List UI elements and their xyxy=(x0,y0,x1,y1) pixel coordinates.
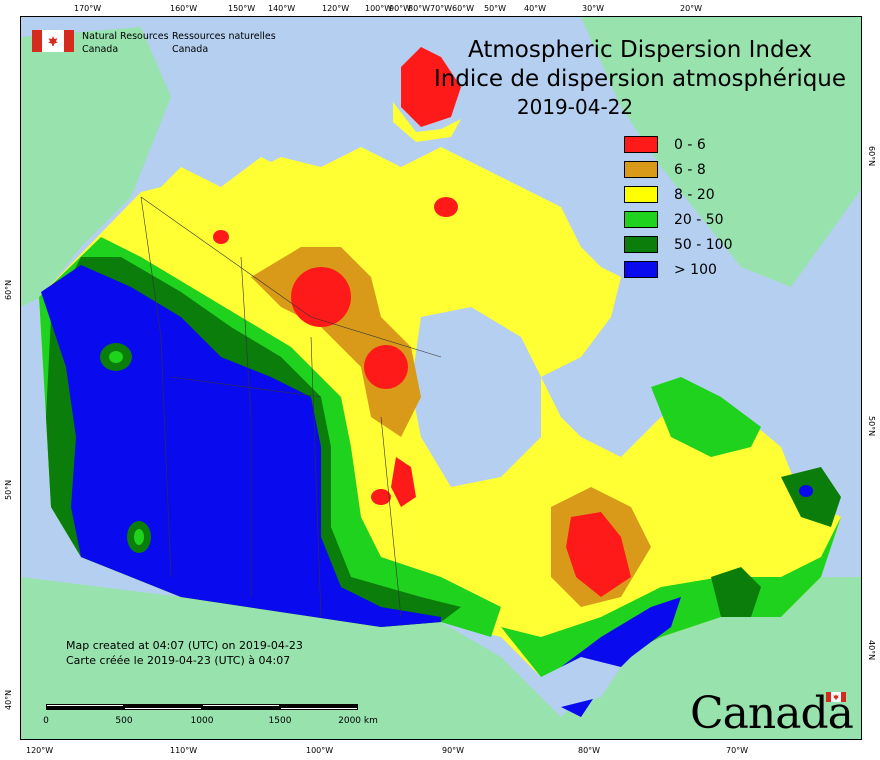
legend-item: 8 - 20 xyxy=(624,182,744,207)
tick-top-lab-4: 120°W xyxy=(322,4,350,13)
zone-blue-nfld xyxy=(799,485,813,497)
agency-en-line1: Natural Resources xyxy=(82,31,169,42)
scale-label: 0 xyxy=(43,716,49,726)
hudson-bay xyxy=(411,307,541,487)
tick-top-lab-8: 70°W xyxy=(430,4,453,13)
tick-right-2: 40°N xyxy=(867,640,876,661)
scale-segment xyxy=(280,704,358,707)
map-title-block: Atmospheric Dispersion Index Indice de d… xyxy=(420,36,860,120)
tick-bottom-2: 100°W xyxy=(306,746,334,755)
creation-timestamp: Map created at 04:07 (UTC) on 2019-04-23… xyxy=(66,638,303,668)
scale-segment xyxy=(46,707,124,710)
greenland-land xyxy=(581,17,861,287)
tick-top-lab-0: 170°W xyxy=(74,4,102,13)
agency-name-en: Natural Resources Canada xyxy=(82,30,169,56)
scale-segment xyxy=(46,704,124,707)
agency-en-line2: Canada xyxy=(82,44,119,55)
legend-swatch xyxy=(624,236,658,253)
legend-item: 6 - 8 xyxy=(624,157,744,182)
zone-green-labrador xyxy=(651,377,761,457)
tick-bottom-0: 120°W xyxy=(26,746,54,755)
zone-red-quebec xyxy=(566,512,631,597)
tick-top-lab-13: 20°W xyxy=(680,4,703,13)
tick-left-1: 50°N xyxy=(4,479,13,500)
zone-red-hudson-west xyxy=(391,457,416,507)
scale-segment xyxy=(124,707,202,710)
map-legend: 0 - 6 6 - 8 8 - 20 20 - 50 50 - 100 > 100 xyxy=(624,132,744,282)
legend-swatch xyxy=(624,161,658,178)
tick-bottom-3: 90°W xyxy=(442,746,465,755)
scale-label: 1000 xyxy=(190,716,214,726)
tick-left-2: 40°N xyxy=(4,689,13,710)
tick-top-lab-10: 50°W xyxy=(484,4,507,13)
legend-item: > 100 xyxy=(624,257,744,282)
zone-red-baffin xyxy=(434,197,458,217)
legend-item: 50 - 100 xyxy=(624,232,744,257)
zone-red-keewatin xyxy=(291,267,351,327)
zone-red-ont xyxy=(371,489,391,505)
usa-land xyxy=(21,577,861,739)
legend-swatch xyxy=(624,136,658,153)
legend-label: 8 - 20 xyxy=(674,186,715,203)
great-lakes xyxy=(541,657,621,707)
canada-flag-icon xyxy=(32,30,74,52)
map-title-en: Atmospheric Dispersion Index xyxy=(468,37,812,63)
tick-top-lab-12: 30°W xyxy=(582,4,605,13)
map-canvas[interactable] xyxy=(21,17,862,740)
zone-red-west xyxy=(213,230,229,244)
tick-right-1: 50°N xyxy=(867,416,876,437)
baffin-island xyxy=(441,197,611,337)
ellesmere-edge xyxy=(393,102,461,142)
zone-red-nunavut xyxy=(364,345,408,389)
zone-darkgreen-nfld xyxy=(781,467,841,527)
tick-top-lab-1: 160°W xyxy=(170,4,198,13)
wordmark-flag-icon xyxy=(826,692,846,702)
scale-bar: 0 500 1000 1500 2000 km xyxy=(43,704,378,726)
legend-item: 20 - 50 xyxy=(624,207,744,232)
scale-label: 1500 xyxy=(268,716,292,726)
tick-bottom-1: 110°W xyxy=(170,746,198,755)
agency-fr-line2: Canada xyxy=(172,44,209,55)
legend-label: > 100 xyxy=(674,261,717,278)
tick-top-lab-5: 100°W xyxy=(365,4,393,13)
created-en: Map created at 04:07 (UTC) on 2019-04-23 xyxy=(66,639,303,652)
alaska-land xyxy=(21,27,171,307)
scale-label: 500 xyxy=(115,716,133,726)
legend-label: 6 - 8 xyxy=(674,161,706,178)
tick-top-lab-6: 90°W xyxy=(389,4,412,13)
tick-right-0: 60°N xyxy=(867,146,876,167)
tick-top-lab-9: 60°W xyxy=(452,4,475,13)
scale-segment xyxy=(202,704,280,707)
legend-swatch xyxy=(624,186,658,203)
tick-top-lab-7: 80°W xyxy=(408,4,431,13)
dispersion-map[interactable]: 170°W 160°W 150°W 140°W 120°W 100°W 90°W… xyxy=(20,16,862,740)
zone-green-yukon-core xyxy=(109,351,123,363)
map-title-fr: Indice de dispersion atmosphérique xyxy=(433,66,847,92)
ellesmere-red xyxy=(401,47,461,127)
scale-label: 2000 km xyxy=(338,716,378,726)
tick-left-0: 60°N xyxy=(4,279,13,300)
province-borders xyxy=(140,196,442,618)
created-fr: Carte créée le 2019-04-23 (UTC) à 04:07 xyxy=(66,654,291,667)
zone-darkgreen-maritimes xyxy=(711,567,761,617)
map-date: 2019-04-22 xyxy=(516,95,634,119)
tick-top-lab-2: 150°W xyxy=(228,4,256,13)
tick-bottom-4: 80°W xyxy=(578,746,601,755)
agency-fr-line1: Ressources naturelles xyxy=(172,31,276,42)
legend-label: 20 - 50 xyxy=(674,211,724,228)
tick-bottom-5: 70°W xyxy=(726,746,749,755)
zone-green-bc-core xyxy=(134,529,144,545)
agency-name-fr: Ressources naturelles Canada xyxy=(172,30,276,56)
scale-segment xyxy=(280,707,358,710)
scale-segment xyxy=(202,707,280,710)
legend-label: 50 - 100 xyxy=(674,236,733,253)
legend-label: 0 - 6 xyxy=(674,136,706,153)
tick-top-lab-11: 40°W xyxy=(524,4,547,13)
legend-swatch xyxy=(624,261,658,278)
tick-top-lab-3: 140°W xyxy=(268,4,296,13)
legend-item: 0 - 6 xyxy=(624,132,744,157)
scale-segment xyxy=(124,704,202,707)
legend-swatch xyxy=(624,211,658,228)
